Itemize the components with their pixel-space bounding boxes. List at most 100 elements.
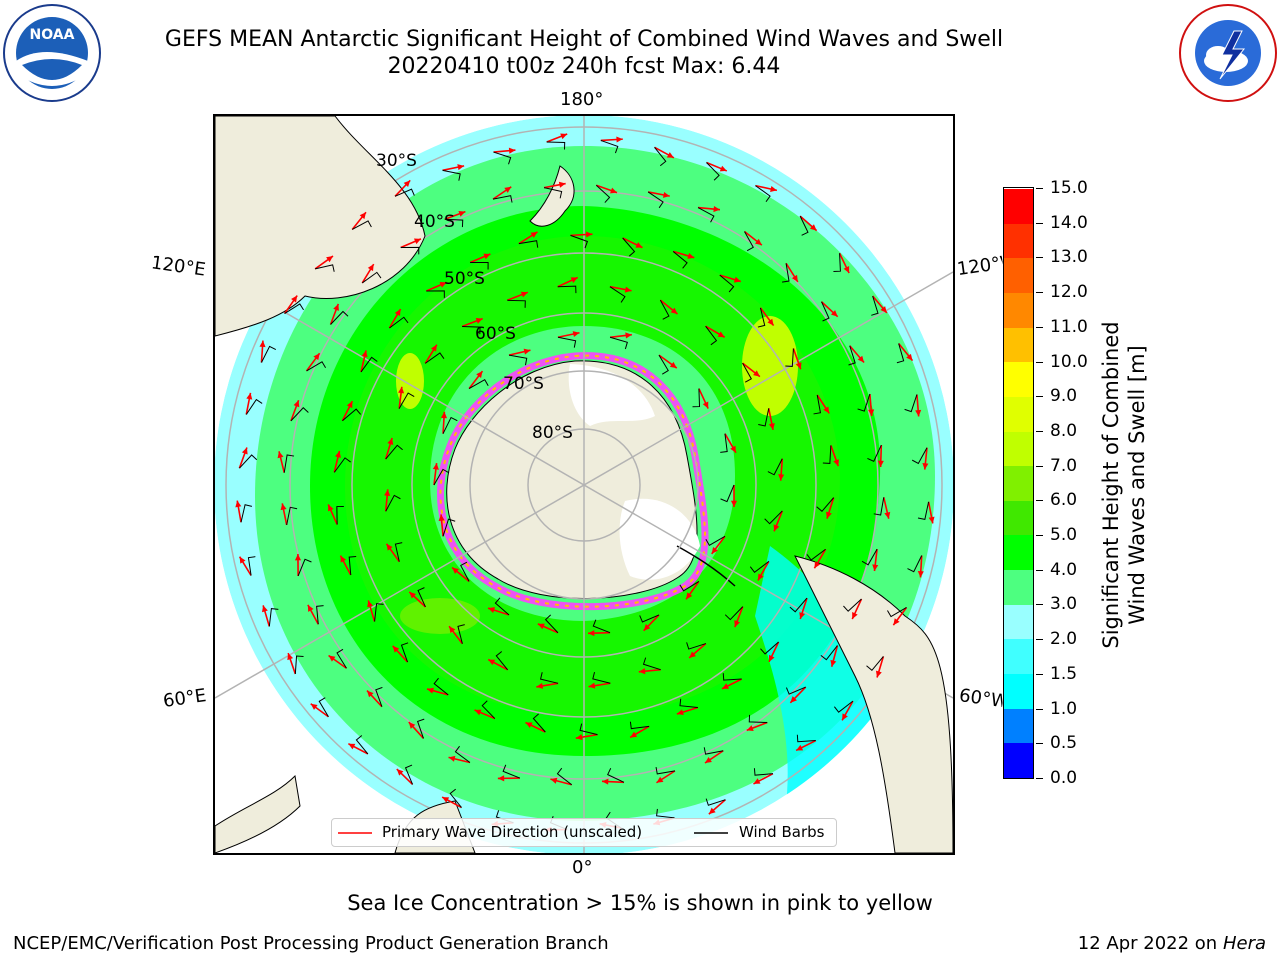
wave-direction-arrowhead	[394, 309, 401, 317]
wave-direction-arrowhead	[857, 355, 865, 363]
footer-credit: NCEP/EMC/Verification Post Processing Pr…	[13, 933, 609, 954]
wind-barb	[481, 700, 496, 719]
wave-direction-arrowhead	[359, 212, 366, 220]
wave-direction-arrowhead	[452, 567, 459, 574]
wind-barb	[907, 555, 923, 573]
wind-barb	[433, 468, 450, 486]
wave-direction-arrowhead	[702, 401, 709, 409]
wave-direction-arrowhead	[686, 592, 693, 600]
wave-direction-arrowhead	[711, 546, 718, 554]
wind-barb	[749, 560, 770, 573]
wave-direction-arrowhead	[796, 744, 804, 751]
wave-direction-arrowhead	[333, 303, 339, 311]
wind-barb	[385, 494, 401, 512]
wave-direction-arrowhead	[753, 778, 761, 784]
wind-barb	[426, 290, 445, 298]
wave-direction-arrowhead	[294, 553, 302, 561]
wave-direction-arrowhead	[753, 370, 760, 377]
wave-direction-arrowhead	[730, 445, 736, 453]
wave-direction-arrowhead	[906, 353, 913, 361]
wave-direction-arrowhead	[585, 231, 593, 238]
lon-label-top: 180°	[560, 89, 604, 110]
wave-direction-arrowhead	[550, 777, 558, 784]
colorbar-tick-label: 4.0	[1050, 559, 1078, 580]
wind-barb	[609, 286, 626, 303]
wind-barb	[557, 336, 577, 348]
wind-barb	[642, 657, 661, 671]
lat-label-60s: 60°S	[475, 324, 516, 344]
wave-direction-arrowhead	[755, 238, 762, 246]
wind-barb	[607, 768, 625, 783]
wave-direction-arrowhead	[872, 564, 879, 571]
wind-barb	[342, 408, 362, 422]
wind-barb	[297, 558, 312, 577]
wave-direction-arrowhead	[575, 734, 583, 741]
wind-barb	[822, 445, 832, 464]
wind-barb	[785, 686, 806, 695]
wind-barb	[400, 642, 409, 663]
colorbar-band	[1004, 327, 1033, 363]
wave-direction-arrowhead	[408, 722, 416, 729]
wind-barb	[268, 608, 279, 627]
wind-barb	[764, 510, 783, 525]
lon-label-upper-right: 120°W	[955, 252, 1005, 281]
wind-barb	[336, 505, 344, 525]
wind-barb	[692, 388, 701, 408]
colorbar-band	[1004, 708, 1033, 744]
wave-direction-arrowhead	[791, 274, 798, 282]
wind-barb	[697, 207, 715, 223]
wind-barb	[449, 788, 462, 808]
colorbar-tick-mark	[1036, 222, 1043, 224]
wind-barb	[813, 394, 822, 415]
colorbar-tick-mark	[1036, 708, 1043, 710]
wave-direction-arrowhead	[669, 361, 677, 369]
wind-barb	[659, 299, 670, 320]
wind-barb	[705, 535, 726, 546]
colorbar-tick-label: 11.0	[1050, 316, 1088, 337]
wind-barb	[848, 345, 856, 366]
wave-direction-arrowhead	[475, 318, 483, 324]
wind-barb	[867, 444, 882, 463]
sea-ice-note: Sea Ice Concentration > 15% is shown in …	[347, 891, 933, 915]
wave-direction-arrowhead	[346, 401, 353, 409]
wave-direction-arrowhead	[662, 191, 670, 198]
wind-barb	[720, 433, 728, 453]
wave-direction-arrowhead	[497, 775, 505, 782]
wind-barb	[546, 141, 566, 150]
wind-barb	[361, 271, 382, 284]
colorbar	[1003, 187, 1034, 779]
chart-subtitle: 20220410 t00z 240h fcst Max: 6.44	[387, 54, 781, 79]
wave-direction-arrowhead	[280, 503, 287, 511]
wind-barb	[460, 561, 470, 582]
wave-direction-arrowhead	[722, 683, 730, 689]
wave-direction-arrowhead	[293, 400, 300, 408]
wind-barb	[658, 354, 669, 375]
wave-direction-arrowhead	[440, 411, 448, 419]
wind-barb	[508, 354, 528, 366]
colorbar-tick-label: 5.0	[1050, 525, 1078, 546]
wind-barb	[639, 614, 660, 623]
wave-direction-arrowhead	[537, 623, 545, 630]
wind-barb	[404, 764, 414, 785]
colorbar-band	[1004, 465, 1033, 501]
lat-label-70s: 70°S	[503, 374, 544, 394]
colorbar-tick-label: 6.0	[1050, 490, 1078, 511]
colorbar-tick-label: 9.0	[1050, 386, 1078, 407]
wave-direction-arrowhead	[852, 612, 858, 620]
wind-barb	[911, 447, 928, 465]
wave-direction-arrowhead	[403, 180, 411, 188]
wave-direction-arrowhead	[261, 605, 268, 613]
wind-barb	[398, 392, 415, 409]
wind-barb	[722, 673, 742, 681]
wave-direction-arrowhead	[833, 459, 840, 467]
wind-barb	[360, 356, 378, 373]
wave-direction-arrowhead	[773, 524, 780, 532]
wind-barb	[686, 642, 707, 650]
footer-date: 12 Apr 2022 on Hera	[1078, 933, 1266, 954]
wind-barb	[442, 169, 461, 181]
colorbar-tick-mark	[1036, 292, 1043, 294]
wave-direction-arrowhead	[704, 756, 712, 764]
wind-barb	[400, 246, 420, 255]
wave-direction-arrowhead	[348, 743, 356, 750]
colorbar-tick-mark	[1036, 500, 1043, 502]
